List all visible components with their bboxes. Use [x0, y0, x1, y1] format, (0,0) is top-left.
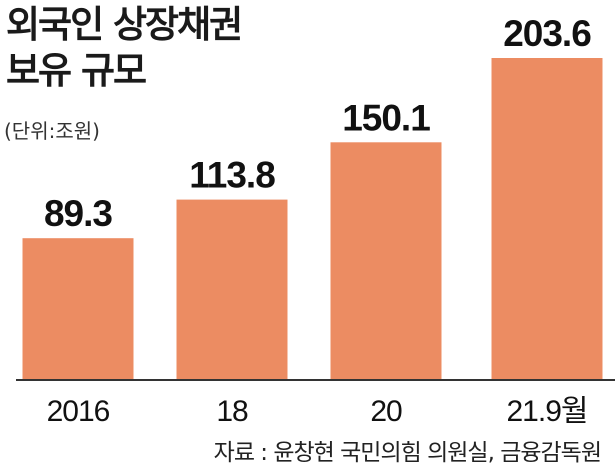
- unit-label: (단위:조원): [4, 119, 100, 143]
- x-tick-label-2016: 2016: [47, 395, 110, 428]
- source-note: 자료 : 윤창현 국민의힘 의원실, 금융감독원: [213, 440, 602, 466]
- chart-title: 외국인 상장채권 보유 규모: [6, 2, 243, 94]
- value-label-18: 113.8: [189, 155, 275, 196]
- value-label-21.9월: 203.6: [503, 13, 591, 54]
- value-label-2016: 89.3: [44, 193, 112, 234]
- x-tick-label-20: 20: [370, 395, 402, 428]
- bar-20: [330, 142, 442, 379]
- bar-21.9월: [491, 58, 603, 379]
- value-label-20: 150.1: [342, 97, 430, 138]
- title-line-1: 외국인 상장채권: [6, 3, 243, 46]
- tick-label-group: 2016 18 20 21.9월: [47, 395, 589, 428]
- bar-group: [22, 58, 603, 379]
- bar-2016: [22, 238, 134, 379]
- x-tick-label-21.9월: 21.9월: [507, 395, 588, 428]
- x-tick-label-18: 18: [216, 395, 248, 428]
- title-line-2: 보유 규모: [6, 49, 147, 92]
- value-label-group: 89.3 113.8 150.1 203.6: [44, 13, 592, 234]
- bar-18: [176, 199, 288, 379]
